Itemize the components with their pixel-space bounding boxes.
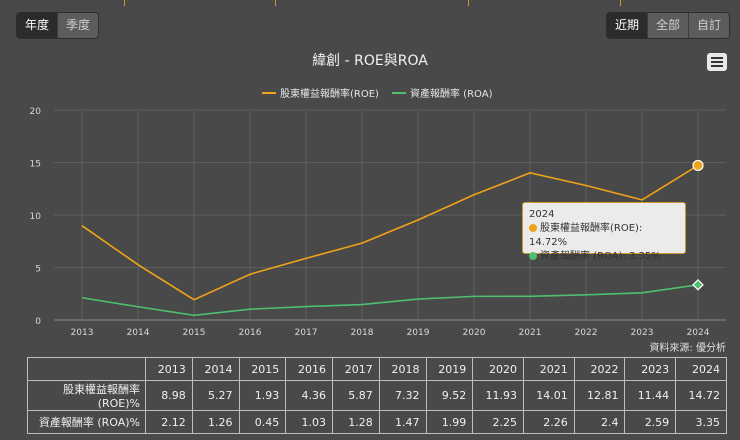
range-toggle: 近期 全部 自訂 bbox=[605, 12, 730, 39]
table-cell: 12.81 bbox=[573, 380, 626, 411]
table-year-header: 2015 bbox=[238, 357, 287, 381]
tooltip-year: 2024 bbox=[529, 209, 555, 220]
table-cell: 5.87 bbox=[332, 380, 380, 411]
tab-custom[interactable]: 自訂 bbox=[687, 13, 729, 38]
table-cell: 2.4 bbox=[573, 410, 626, 434]
x-tick-label: 2021 bbox=[519, 328, 542, 338]
x-tick-label: 2014 bbox=[127, 328, 150, 338]
roa-series-line[interactable] bbox=[81, 284, 699, 317]
table-year-header: 2019 bbox=[425, 357, 474, 381]
x-tick-label: 2015 bbox=[183, 328, 206, 338]
y-tick-label: 20 bbox=[30, 107, 42, 117]
x-tick-label: 2013 bbox=[71, 328, 94, 338]
table-cell: 7.32 bbox=[378, 380, 427, 411]
table-year-header: 2020 bbox=[472, 357, 524, 381]
table-cell: 1.26 bbox=[191, 410, 240, 434]
tooltip-roa: 資產報酬率 (ROA): 3.35% bbox=[540, 251, 661, 262]
table-cell: 1.03 bbox=[285, 410, 333, 434]
x-tick-label: 2018 bbox=[351, 328, 374, 338]
table-cell: 5.27 bbox=[191, 380, 240, 411]
table-year-header: 2017 bbox=[332, 357, 380, 381]
table-cell: 8.98 bbox=[145, 380, 193, 411]
tab-all[interactable]: 全部 bbox=[646, 13, 688, 38]
tooltip-roe-dot bbox=[529, 224, 537, 232]
table-cell: 0.45 bbox=[238, 410, 287, 434]
x-tick-label: 2020 bbox=[463, 328, 486, 338]
table-cell: 2.59 bbox=[624, 410, 677, 434]
tab-recent[interactable]: 近期 bbox=[606, 13, 647, 38]
table-cell: 2.26 bbox=[522, 410, 575, 434]
table-row: 資產報酬率 (ROA)% 2.12 1.26 0.45 1.03 1.28 1.47 1.99… bbox=[27, 410, 727, 434]
chart-legend: 股東權益報酬率(ROE) 資產報酬率 (ROA) bbox=[262, 87, 493, 100]
table-cell: 11.44 bbox=[624, 380, 677, 411]
table-year-header: 2024 bbox=[675, 357, 727, 381]
table-cell: 2.12 bbox=[145, 410, 193, 434]
chart-tooltip: 2024 股東權益報酬率(ROE): 14.72% 資產報酬率 (ROA): 3… bbox=[522, 202, 686, 262]
table-year-header: 2018 bbox=[378, 357, 427, 381]
table-year-header: 2013 bbox=[145, 357, 193, 381]
x-tick-label: 2019 bbox=[407, 328, 430, 338]
source-note: 資料來源: 優分析 bbox=[649, 343, 726, 354]
y-tick-label: 10 bbox=[30, 212, 42, 222]
chart-title: 緯創 - ROE與ROA bbox=[312, 53, 428, 69]
table-year-header: 2014 bbox=[191, 357, 240, 381]
roa-highlight-marker[interactable] bbox=[692, 278, 704, 291]
chart-menu-icon[interactable] bbox=[707, 53, 727, 71]
table-cell: 2.25 bbox=[472, 410, 524, 434]
table-cell: 1.99 bbox=[425, 410, 474, 434]
legend-roa-label[interactable]: 資產報酬率 (ROA) bbox=[410, 87, 493, 100]
table-year-header: 2021 bbox=[522, 357, 575, 381]
roe-highlight-marker[interactable] bbox=[692, 159, 704, 172]
table-corner-cell bbox=[27, 357, 146, 381]
table-cell: 1.47 bbox=[378, 410, 427, 434]
table-cell: 3.35 bbox=[675, 410, 727, 434]
roe-series-line[interactable] bbox=[81, 164, 699, 301]
table-year-header: 2016 bbox=[285, 357, 333, 381]
period-toggle: 年度 季度 bbox=[16, 12, 100, 39]
top-decor-ticks bbox=[0, 0, 740, 6]
table-year-header: 2023 bbox=[624, 357, 677, 381]
table-row-label: 股東權益報酬率(ROE)% bbox=[27, 380, 146, 411]
x-tick-label: 2017 bbox=[295, 328, 318, 338]
tab-quarterly[interactable]: 季度 bbox=[57, 13, 99, 38]
table-cell: 1.93 bbox=[238, 380, 287, 411]
table-cell: 4.36 bbox=[285, 380, 333, 411]
legend-roe-label[interactable]: 股東權益報酬率(ROE) bbox=[280, 87, 379, 100]
data-table: 2013 2014 2015 2016 2017 2018 2019 2020 2021 2022… bbox=[27, 357, 727, 434]
table-header-row: 2013 2014 2015 2016 2017 2018 2019 2020 2021 2022… bbox=[27, 357, 727, 381]
x-tick-label: 2024 bbox=[687, 328, 710, 338]
tooltip-roa-dot bbox=[529, 252, 537, 260]
table-cell: 1.28 bbox=[332, 410, 380, 434]
y-tick-label: 15 bbox=[30, 160, 41, 170]
tab-annual[interactable]: 年度 bbox=[17, 13, 58, 38]
table-cell: 9.52 bbox=[425, 380, 474, 411]
x-tick-label: 2016 bbox=[239, 328, 262, 338]
table-year-header: 2022 bbox=[573, 357, 626, 381]
table-cell: 14.01 bbox=[522, 380, 575, 411]
table-row-label: 資產報酬率 (ROA)% bbox=[27, 410, 146, 434]
x-tick-label: 2023 bbox=[631, 328, 654, 338]
y-tick-label: 5 bbox=[35, 265, 41, 275]
roe-roa-line-chart: 0 5 10 15 20 2013 2014 2015 2016 2017 2018 2019 2020… bbox=[30, 87, 726, 338]
table-cell: 11.93 bbox=[472, 380, 524, 411]
table-row: 股東權益報酬率(ROE)% 8.98 5.27 1.93 4.36 5.87 7.32 9.5… bbox=[27, 380, 727, 411]
table-cell: 14.72 bbox=[675, 380, 727, 411]
y-tick-label: 0 bbox=[35, 317, 41, 327]
tooltip-roe: 股東權益報酬率(ROE): 14.72% bbox=[529, 223, 643, 248]
x-tick-label: 2022 bbox=[575, 328, 598, 338]
